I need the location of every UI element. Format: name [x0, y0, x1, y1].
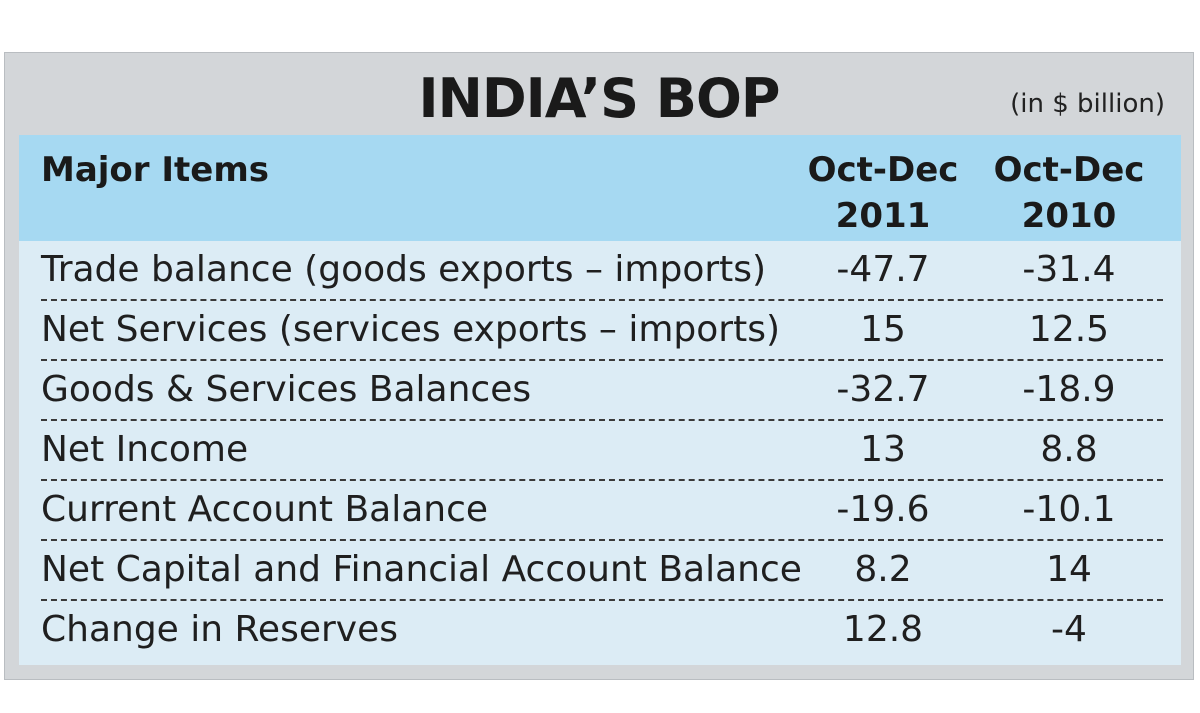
header-oct-dec-2011-line1: Oct-Dec — [807, 150, 959, 190]
table-row: Goods & Services Balances -32.7 -18.9 — [19, 361, 1181, 421]
table-row: Current Account Balance -19.6 -10.1 — [19, 481, 1181, 541]
value-2010-net-income: 8.8 — [1040, 429, 1098, 470]
row-label-net-capital-financial-account: Net Capital and Financial Account Balanc… — [41, 549, 802, 590]
value-2011-change-in-reserves: 12.8 — [842, 609, 924, 650]
table-row: Net Services (services exports – imports… — [19, 301, 1181, 361]
value-2011-current-account-balance: -19.6 — [836, 489, 930, 530]
table-row: Net Income 13 8.8 — [19, 421, 1181, 481]
header-oct-dec-2010-line2: 2010 — [1021, 196, 1117, 236]
value-2010-current-account-balance: -10.1 — [1022, 489, 1116, 530]
value-2011-net-income: 13 — [860, 429, 906, 470]
value-2010-net-capital-financial-account: 14 — [1046, 549, 1092, 590]
row-label-net-services: Net Services (services exports – imports… — [41, 309, 781, 350]
unit-label: (in $ billion) — [1010, 89, 1165, 119]
bop-table: Major Items Oct-Dec 2011 Oct-Dec 2010 Tr… — [19, 135, 1181, 665]
table-row: Net Capital and Financial Account Balanc… — [19, 541, 1181, 601]
table-header: Major Items Oct-Dec 2011 Oct-Dec 2010 — [19, 135, 1181, 241]
row-label-change-in-reserves: Change in Reserves — [41, 609, 398, 650]
value-2010-change-in-reserves: -4 — [1051, 609, 1087, 650]
header-major-items: Major Items — [41, 150, 270, 190]
value-2011-trade-balance: -47.7 — [836, 249, 930, 290]
value-2010-trade-balance: -31.4 — [1022, 249, 1116, 290]
table-row: Change in Reserves 12.8 -4 — [19, 601, 1181, 661]
row-label-current-account-balance: Current Account Balance — [41, 489, 489, 530]
header-oct-dec-2010-line1: Oct-Dec — [993, 150, 1145, 190]
header-oct-dec-2011-line2: 2011 — [835, 196, 931, 236]
value-2011-net-capital-financial-account: 8.2 — [854, 549, 912, 590]
chart-title: INDIA’S BOP — [418, 67, 781, 130]
value-2011-goods-services-balances: -32.7 — [836, 369, 930, 410]
value-2010-net-services: 12.5 — [1028, 309, 1110, 350]
header-oct-dec-2010: Oct-Dec 2010 — [969, 147, 1169, 239]
header-oct-dec-2011: Oct-Dec 2011 — [783, 147, 983, 239]
row-label-trade-balance: Trade balance (goods exports – imports) — [41, 249, 767, 290]
row-label-net-income: Net Income — [41, 429, 249, 470]
row-label-goods-services-balances: Goods & Services Balances — [41, 369, 532, 410]
table-body: Trade balance (goods exports – imports) … — [19, 241, 1181, 661]
table-row: Trade balance (goods exports – imports) … — [19, 241, 1181, 301]
value-2010-goods-services-balances: -18.9 — [1022, 369, 1116, 410]
value-2011-net-services: 15 — [860, 309, 906, 350]
bop-table-panel: INDIA’S BOP (in $ billion) Major Items O… — [4, 52, 1194, 680]
